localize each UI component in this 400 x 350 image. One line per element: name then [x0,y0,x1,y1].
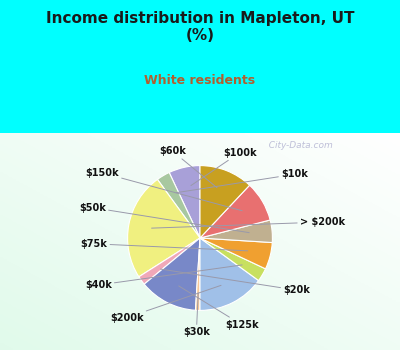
Wedge shape [128,180,200,277]
Wedge shape [200,238,258,310]
Text: City-Data.com: City-Data.com [263,141,333,150]
Wedge shape [144,238,200,310]
Text: $20k: $20k [160,269,310,295]
Wedge shape [200,238,266,281]
Text: Income distribution in Mapleton, UT
(%): Income distribution in Mapleton, UT (%) [46,10,354,43]
Text: $100k: $100k [191,148,257,186]
Text: $60k: $60k [159,146,217,188]
Text: $50k: $50k [79,203,249,233]
Wedge shape [139,238,200,284]
Wedge shape [200,185,270,238]
Text: White residents: White residents [144,74,256,86]
Wedge shape [158,173,200,238]
Wedge shape [200,220,272,243]
Text: $10k: $10k [176,169,308,193]
Text: $30k: $30k [183,293,210,337]
Wedge shape [169,166,200,238]
Text: > $200k: > $200k [152,217,345,228]
Wedge shape [200,166,250,238]
Text: $150k: $150k [85,168,242,211]
Text: $75k: $75k [80,239,248,251]
Text: $40k: $40k [85,265,242,290]
Text: $200k: $200k [110,285,221,323]
Wedge shape [196,238,200,310]
Text: $125k: $125k [179,286,259,330]
Wedge shape [200,238,272,269]
